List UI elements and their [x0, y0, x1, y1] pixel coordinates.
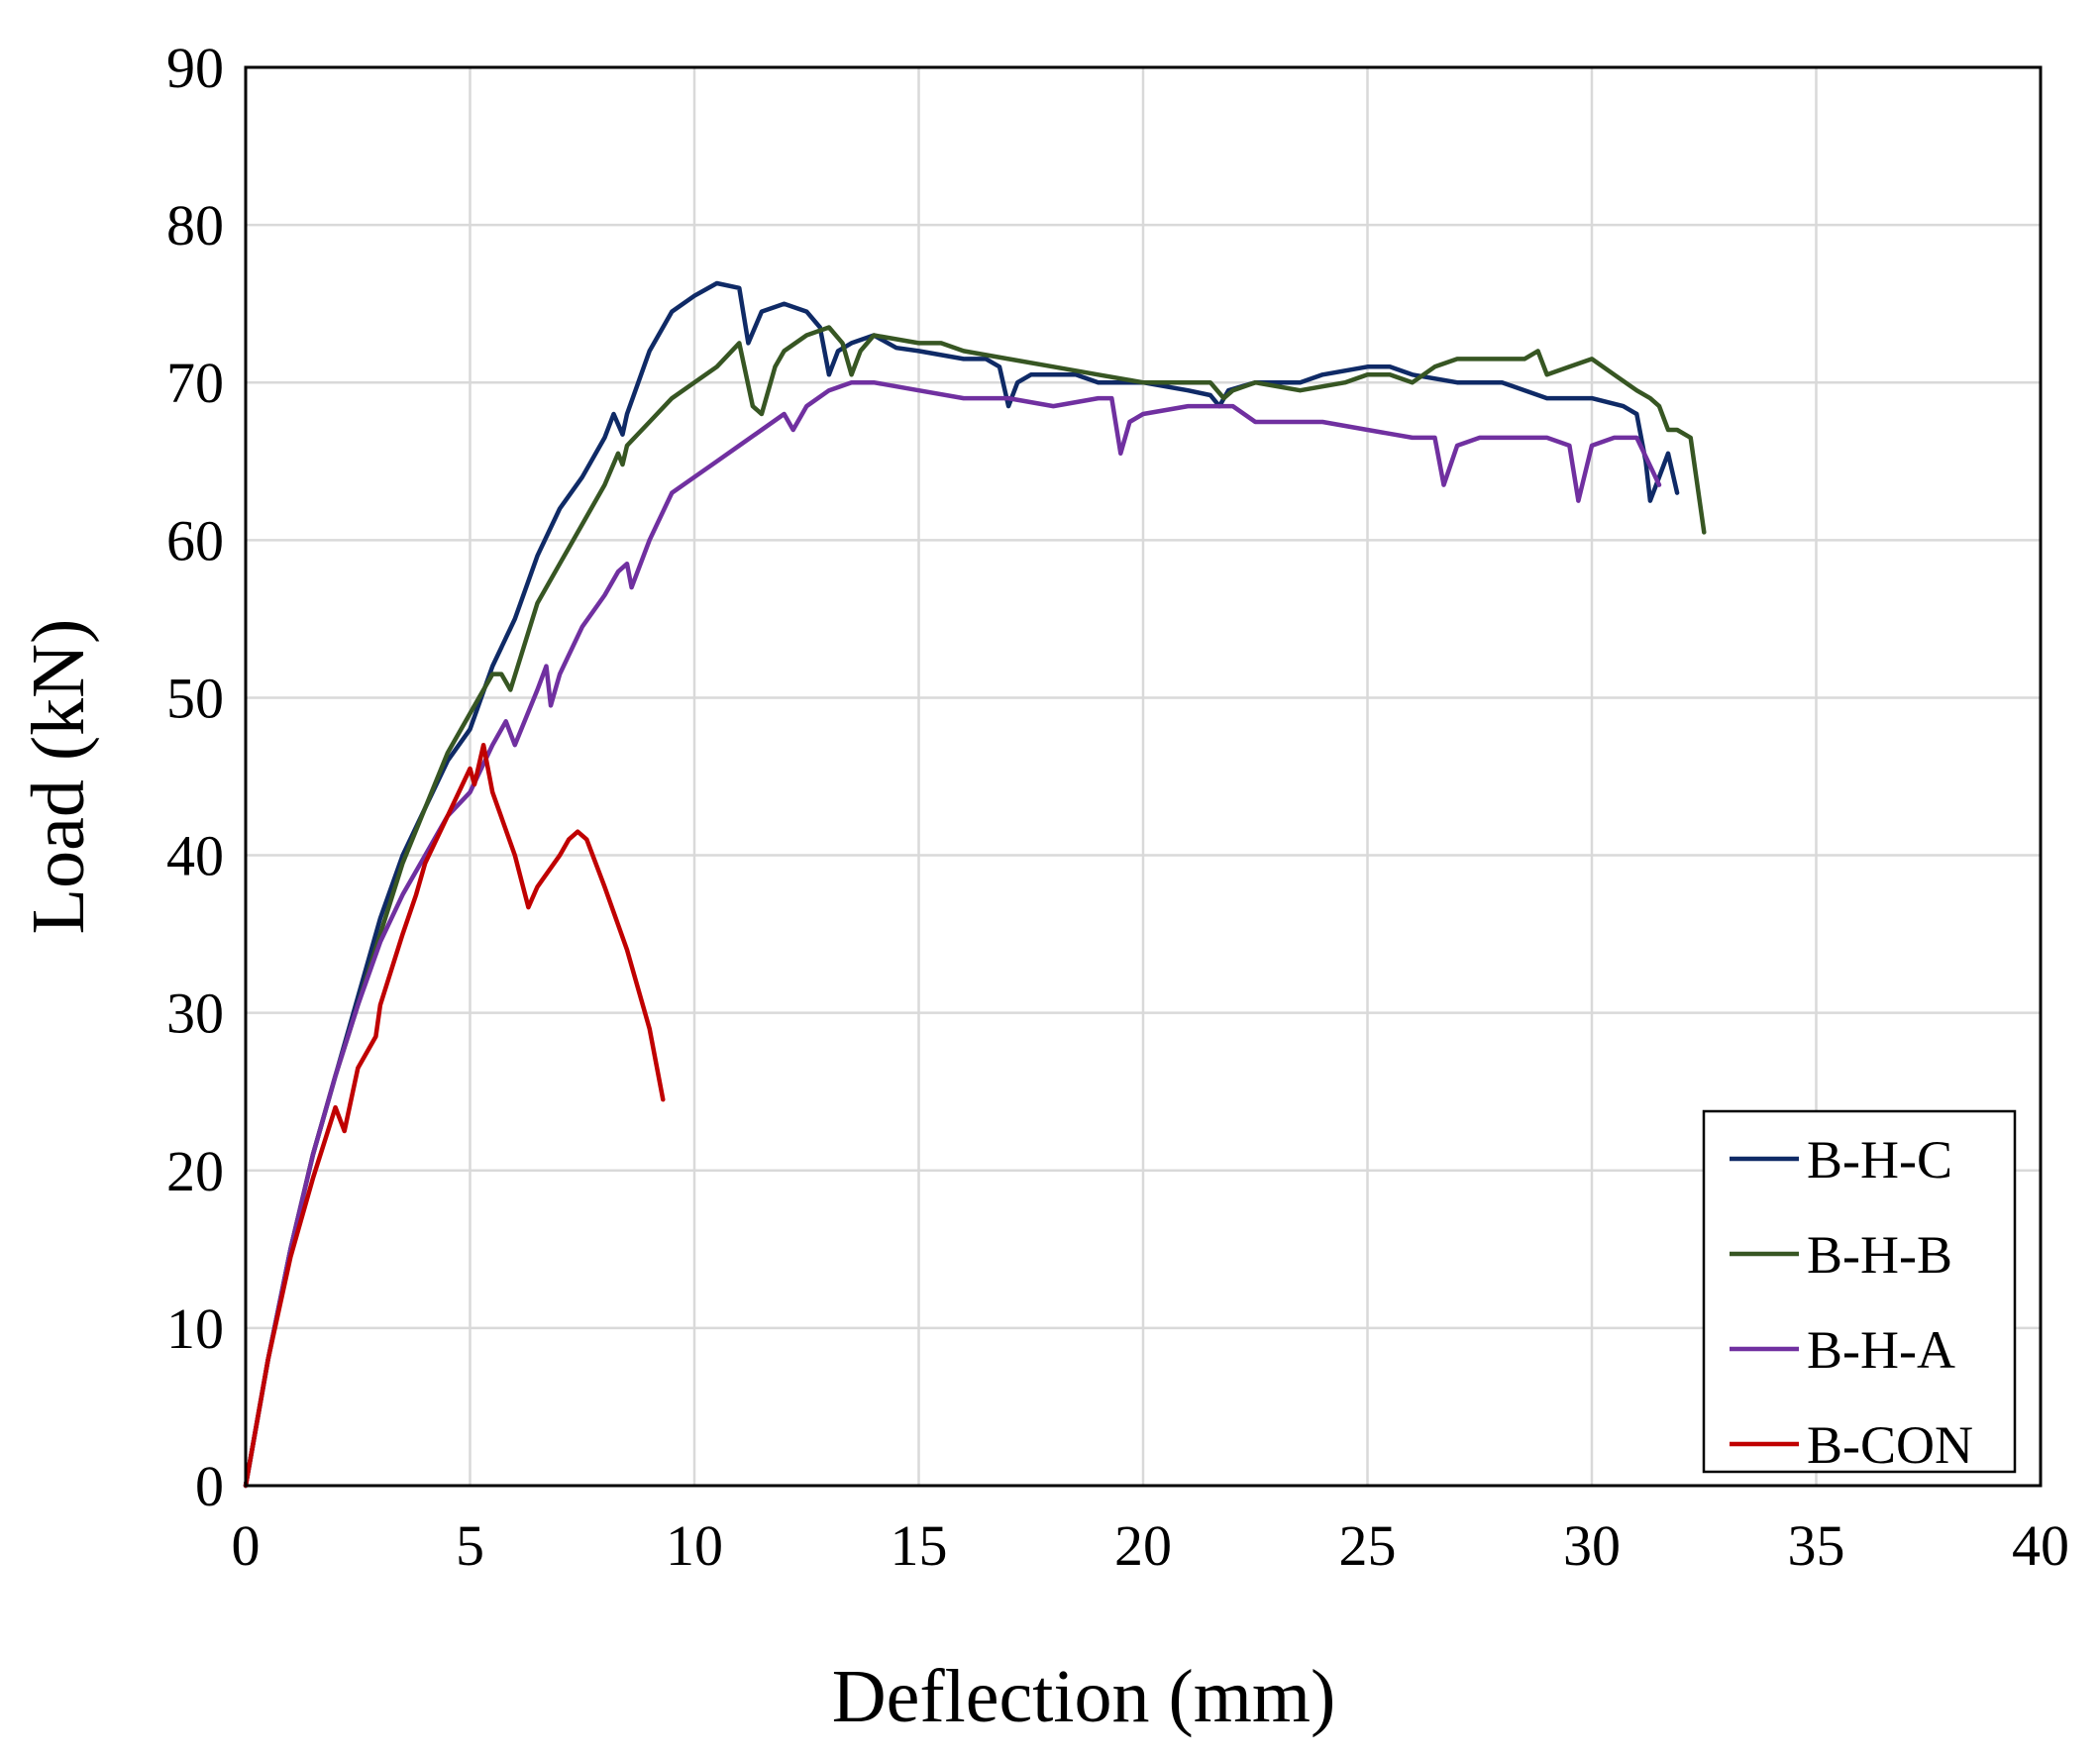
x-tick-label: 25	[1339, 1513, 1397, 1578]
y-axis-ticks: 0 10 20 30 40 50 60 70 80 90	[166, 36, 224, 1518]
y-tick-label: 50	[166, 666, 224, 730]
y-tick-label: 40	[166, 824, 224, 888]
series-line-b-h-c	[243, 280, 1680, 1489]
x-tick-label: 15	[891, 1513, 948, 1578]
legend-label-b-h-a: B-H-A	[1807, 1320, 1955, 1380]
legend-label-b-h-b: B-H-B	[1807, 1225, 1952, 1285]
plot-area-frame	[244, 65, 2043, 1488]
y-tick-label: 30	[166, 982, 224, 1046]
y-tick-label: 60	[166, 508, 224, 572]
x-tick-label: 0	[232, 1513, 261, 1578]
series-line-b-h-a	[243, 379, 1662, 1489]
x-tick-label: 10	[666, 1513, 723, 1578]
x-tick-label: 5	[456, 1513, 484, 1578]
series-layer	[243, 280, 1707, 1489]
y-tick-label: 90	[166, 36, 224, 100]
legend: B-H-C B-H-B B-H-A B-CON	[1702, 1109, 2017, 1475]
y-tick-label: 10	[166, 1296, 224, 1361]
x-axis-ticks: 0 5 10 15 20 25 30 35 40	[232, 1513, 2070, 1578]
y-tick-label: 80	[166, 193, 224, 258]
legend-label-b-con: B-CON	[1807, 1415, 1973, 1475]
x-axis-title: Deflection (mm)	[832, 1655, 1336, 1738]
y-tick-label: 20	[166, 1139, 224, 1203]
x-tick-label: 30	[1563, 1513, 1621, 1578]
legend-label-b-h-c: B-H-C	[1807, 1130, 1952, 1190]
x-tick-label: 20	[1114, 1513, 1172, 1578]
x-tick-label: 40	[2012, 1513, 2069, 1578]
y-tick-label: 0	[195, 1454, 224, 1518]
legend-box	[1702, 1109, 2017, 1474]
x-tick-label: 35	[1788, 1513, 1845, 1578]
y-axis-title: Load (kN)	[17, 619, 100, 935]
y-tick-label: 70	[166, 351, 224, 415]
series-line-b-h-b	[243, 325, 1707, 1489]
series-line-b-con	[243, 742, 666, 1489]
